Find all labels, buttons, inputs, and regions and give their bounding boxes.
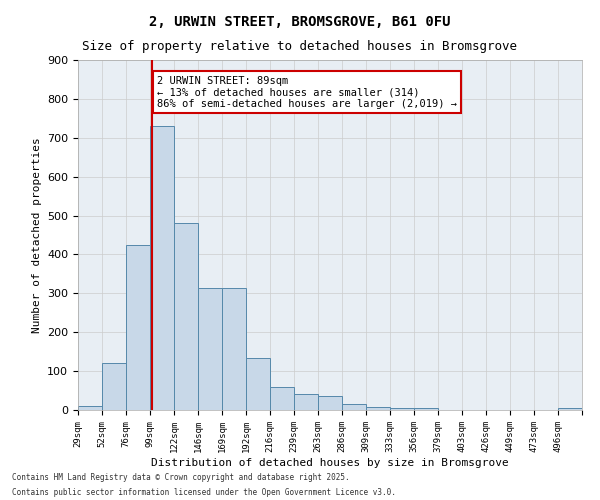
Bar (78, 406, 102, 410)
Bar (222, 288, 246, 410)
Text: 2, URWIN STREET, BROMSGROVE, B61 0FU: 2, URWIN STREET, BROMSGROVE, B61 0FU (149, 15, 451, 29)
Bar (318, 396, 342, 410)
Bar (102, 364, 126, 410)
Text: Size of property relative to detached houses in Bromsgrove: Size of property relative to detached ho… (83, 40, 517, 53)
Bar (294, 394, 318, 410)
Y-axis label: Number of detached properties: Number of detached properties (32, 137, 41, 333)
Text: 2 URWIN STREET: 89sqm
← 13% of detached houses are smaller (314)
86% of semi-det: 2 URWIN STREET: 89sqm ← 13% of detached … (157, 76, 457, 109)
Bar (342, 404, 366, 410)
Text: Contains public sector information licensed under the Open Government Licence v3: Contains public sector information licen… (12, 488, 396, 497)
Bar (270, 386, 294, 410)
Bar (558, 408, 582, 410)
Text: Contains HM Land Registry data © Crown copyright and database right 2025.: Contains HM Land Registry data © Crown c… (12, 473, 350, 482)
Bar (150, 126, 174, 410)
Bar (246, 358, 270, 410)
Bar (174, 224, 198, 410)
X-axis label: Distribution of detached houses by size in Bromsgrove: Distribution of detached houses by size … (151, 458, 509, 468)
Bar (390, 408, 414, 410)
Bar (198, 288, 222, 410)
Bar (126, 244, 150, 410)
Bar (366, 407, 390, 410)
Bar (414, 408, 438, 410)
